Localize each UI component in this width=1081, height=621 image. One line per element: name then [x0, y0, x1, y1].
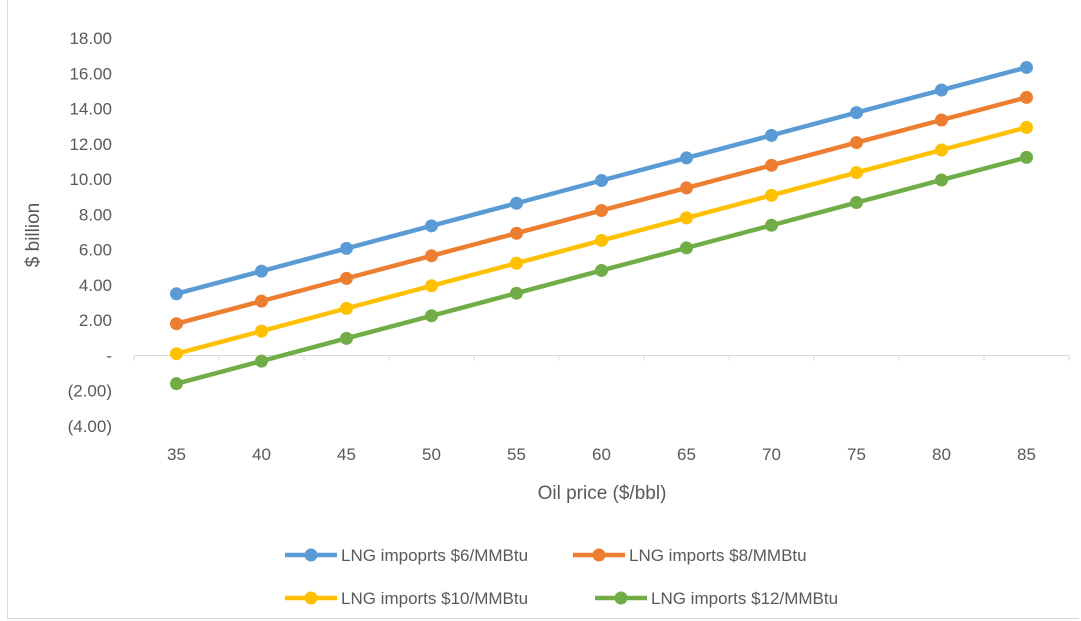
data-point	[765, 188, 778, 202]
legend: LNG impoprts $6/MMBtu LNG imports $8/MMBt…	[285, 546, 838, 608]
y-tick-label: 12.00	[69, 135, 112, 154]
data-point	[170, 317, 183, 331]
x-tick-label: 35	[167, 445, 186, 464]
y-tick-label: (4.00)	[68, 417, 112, 436]
y-tick-label: 10.00	[69, 170, 112, 189]
data-point	[170, 377, 183, 391]
data-point	[425, 249, 438, 263]
chart-frame	[7, 0, 1079, 619]
legend-item: LNG imports $12/MMBtu	[595, 589, 838, 608]
y-axis-ticks: 18.00 16.00 14.00 12.00 10.00 8.00 6.00 4.00 2.0…	[68, 29, 112, 436]
x-tick-label: 80	[932, 445, 951, 464]
data-point	[935, 173, 948, 187]
legend-label: LNG imports $8/MMBtu	[629, 546, 807, 565]
data-point	[935, 83, 948, 97]
y-axis-title: $ billion	[23, 203, 44, 267]
data-point	[170, 287, 183, 301]
legend-label: LNG imports $10/MMBtu	[341, 589, 528, 608]
legend-swatch-marker	[304, 548, 318, 562]
data-point	[255, 294, 268, 308]
y-tick-label: 18.00	[69, 29, 112, 48]
data-point	[425, 279, 438, 293]
x-tick-label: 60	[592, 445, 611, 464]
x-tick-label: 65	[677, 445, 696, 464]
data-point	[425, 309, 438, 323]
data-point	[595, 233, 608, 247]
data-point	[340, 241, 353, 255]
data-point	[510, 286, 523, 300]
legend-label: LNG imports $12/MMBtu	[651, 589, 838, 608]
data-point	[255, 324, 268, 338]
y-tick-label: 6.00	[79, 241, 112, 260]
data-point	[595, 203, 608, 217]
legend-item: LNG imports $10/MMBtu	[285, 589, 528, 608]
x-tick-label: 85	[1017, 445, 1036, 464]
x-tick-label: 75	[847, 445, 866, 464]
data-point	[850, 106, 863, 120]
legend-swatch-marker	[304, 591, 318, 605]
data-point	[935, 113, 948, 127]
data-point	[765, 128, 778, 142]
series-3	[170, 120, 1033, 361]
data-point	[680, 181, 693, 195]
series-4	[170, 150, 1033, 391]
data-point	[255, 354, 268, 368]
data-point	[510, 196, 523, 210]
data-point	[1020, 150, 1033, 164]
y-tick-label: 4.00	[79, 276, 112, 295]
legend-label: LNG impoprts $6/MMBtu	[341, 546, 528, 565]
y-tick-label: 2.00	[79, 311, 112, 330]
x-tick-label: 50	[422, 445, 441, 464]
series-1	[170, 60, 1033, 301]
data-point	[595, 174, 608, 188]
legend-item: LNG imports $8/MMBtu	[573, 546, 807, 565]
y-tick-label: 16.00	[69, 64, 112, 83]
data-point	[340, 301, 353, 315]
x-tick-label: 55	[507, 445, 526, 464]
data-point	[850, 196, 863, 210]
y-tick-label: 8.00	[79, 205, 112, 224]
data-point	[850, 166, 863, 180]
x-tick-label: 40	[252, 445, 271, 464]
data-point	[595, 263, 608, 277]
data-point	[255, 264, 268, 278]
data-point	[510, 256, 523, 270]
data-point	[680, 211, 693, 225]
legend-swatch-marker	[592, 548, 606, 562]
data-point	[340, 271, 353, 285]
data-point	[850, 136, 863, 150]
series-2	[170, 90, 1033, 331]
x-axis-title: Oil price ($/bbl)	[538, 483, 667, 504]
data-point	[765, 158, 778, 172]
y-tick-label: -	[106, 346, 112, 365]
plot-area	[170, 60, 1033, 391]
data-point	[1020, 120, 1033, 134]
data-point	[1020, 90, 1033, 104]
y-tick-label: (2.00)	[68, 382, 112, 401]
data-point	[170, 347, 183, 361]
data-point	[510, 226, 523, 240]
legend-swatch-marker	[614, 591, 628, 605]
data-point	[425, 219, 438, 233]
data-point	[680, 151, 693, 165]
data-point	[680, 241, 693, 255]
data-point	[340, 331, 353, 345]
x-tick-label: 70	[762, 445, 781, 464]
x-tick-label: 45	[337, 445, 356, 464]
legend-item: LNG impoprts $6/MMBtu	[285, 546, 528, 565]
data-point	[765, 218, 778, 232]
x-axis: 35 40 45 50 55 60 65 70 75 80 85	[133, 354, 1070, 464]
y-tick-label: 14.00	[69, 100, 112, 119]
data-point	[935, 143, 948, 157]
data-point	[1020, 60, 1033, 74]
